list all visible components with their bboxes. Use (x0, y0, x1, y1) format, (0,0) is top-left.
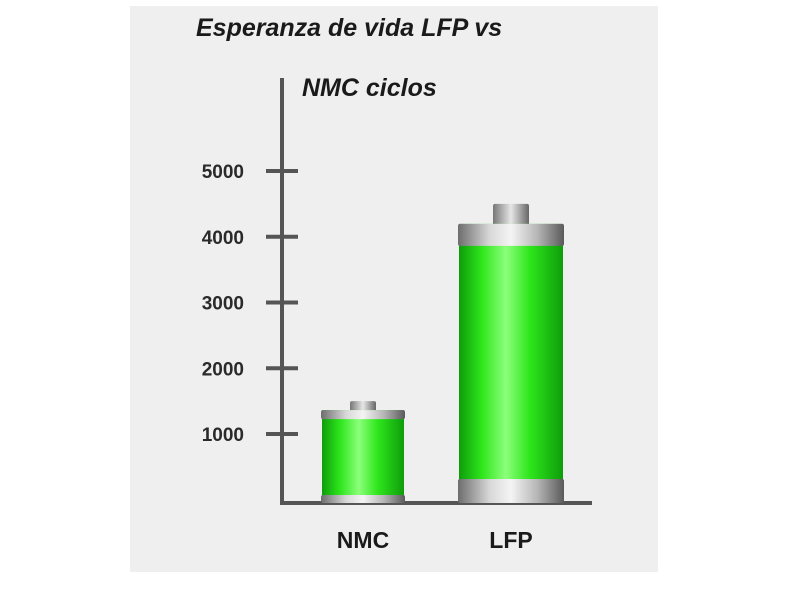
battery-bar-lfp (458, 203, 564, 503)
battery-cap (493, 203, 529, 226)
x-category-label: NMC (337, 527, 389, 553)
x-labels: NMC LFP (337, 527, 533, 553)
battery-bottom-ring (458, 479, 564, 503)
battery-body (322, 410, 404, 503)
y-tick-label: 5000 (202, 162, 244, 183)
bars (321, 203, 564, 503)
battery-top-ring (321, 410, 405, 420)
y-tick-label: 3000 (202, 294, 244, 315)
y-ticks: 1000 2000 3000 4000 5000 (202, 162, 298, 446)
battery-bar-nmc (321, 401, 405, 503)
battery-cap (350, 401, 376, 413)
y-tick-label: 4000 (202, 228, 244, 249)
battery-top-ring (458, 223, 564, 246)
x-category-label: LFP (489, 527, 532, 553)
battery-bottom-ring (321, 495, 405, 503)
chart-title-line-2: NMC ciclos (302, 74, 437, 102)
y-tick-label: 1000 (202, 425, 244, 446)
y-tick-label: 2000 (202, 359, 244, 380)
battery-body (459, 223, 563, 503)
chart-title-line-1: Esperanza de vida LFP vs (196, 14, 503, 42)
